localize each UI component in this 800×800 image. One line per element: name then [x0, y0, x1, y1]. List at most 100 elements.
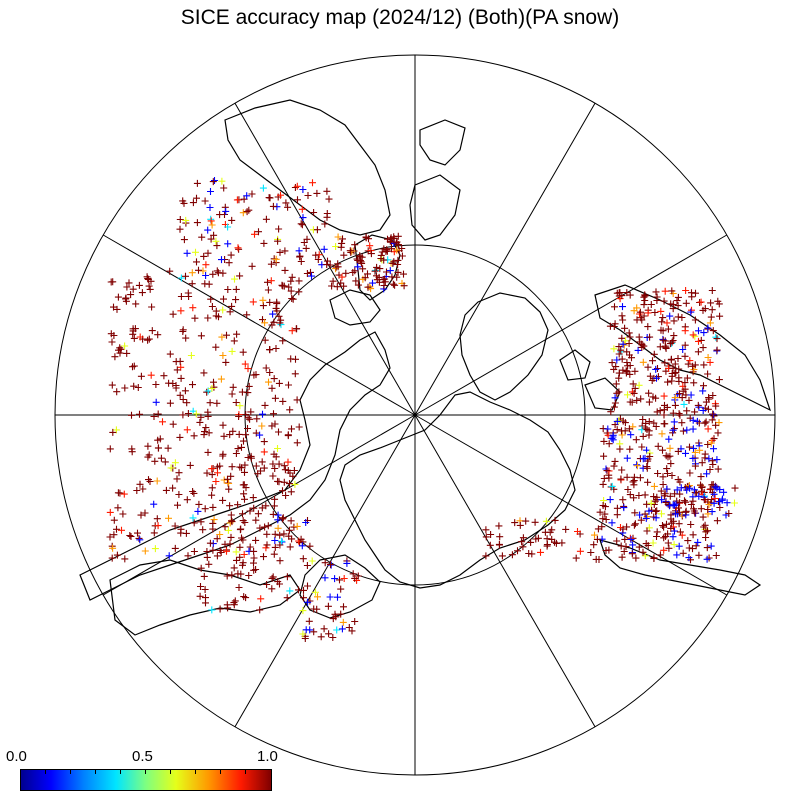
accuracy-point-marker [572, 554, 580, 562]
accuracy-point-marker [232, 285, 240, 293]
accuracy-point-marker [176, 433, 184, 441]
accuracy-point-marker [703, 555, 711, 563]
accuracy-point-marker [274, 237, 282, 245]
accuracy-point-marker [695, 551, 703, 559]
accuracy-point-marker [261, 336, 269, 344]
accuracy-point-marker [712, 421, 720, 429]
accuracy-point-marker [130, 334, 138, 342]
accuracy-point-marker [270, 502, 278, 510]
accuracy-point-marker [665, 544, 673, 552]
accuracy-point-marker [182, 334, 190, 342]
accuracy-point-marker [183, 426, 191, 434]
accuracy-point-marker [197, 583, 204, 590]
accuracy-point-marker [192, 410, 200, 418]
accuracy-point-marker [110, 516, 118, 524]
accuracy-point-marker [710, 490, 718, 498]
accuracy-point-marker [625, 425, 633, 433]
accuracy-point-marker [201, 586, 209, 593]
accuracy-point-marker [645, 389, 653, 397]
accuracy-point-marker [681, 379, 689, 387]
accuracy-point-marker [268, 422, 276, 430]
accuracy-point-marker [113, 551, 121, 559]
accuracy-point-marker [188, 269, 196, 277]
accuracy-point-marker [213, 552, 221, 560]
accuracy-point-marker [334, 260, 342, 268]
accuracy-point-marker [236, 543, 244, 551]
accuracy-point-marker [286, 406, 294, 414]
accuracy-point-marker [690, 379, 698, 387]
accuracy-point-marker [197, 518, 205, 526]
accuracy-point-marker [664, 325, 672, 333]
accuracy-point-marker [151, 545, 159, 553]
accuracy-point-marker [664, 530, 672, 538]
accuracy-point-marker [373, 263, 381, 271]
accuracy-point-marker [165, 552, 173, 560]
accuracy-point-marker [650, 501, 658, 508]
accuracy-point-marker [660, 411, 668, 419]
accuracy-point-marker [261, 319, 269, 327]
meridian-line [102, 414, 416, 596]
accuracy-point-marker [136, 333, 144, 341]
accuracy-point-marker [634, 346, 642, 354]
accuracy-point-marker [155, 444, 162, 452]
accuracy-point-marker [279, 337, 287, 345]
accuracy-point-marker [106, 445, 114, 453]
accuracy-point-marker [224, 240, 232, 248]
accuracy-point-marker [699, 407, 707, 414]
accuracy-point-marker [373, 272, 380, 280]
accuracy-point-marker [199, 526, 207, 534]
accuracy-point-marker [112, 426, 120, 434]
accuracy-point-marker [620, 504, 628, 512]
accuracy-point-marker [209, 270, 217, 278]
accuracy-point-marker [123, 349, 131, 357]
accuracy-point-marker [676, 478, 684, 486]
accuracy-point-marker [317, 633, 325, 641]
accuracy-point-marker [619, 417, 627, 425]
accuracy-point-marker [275, 460, 283, 468]
accuracy-point-marker [205, 560, 213, 568]
accuracy-point-marker [269, 460, 277, 468]
accuracy-point-marker [302, 519, 310, 526]
accuracy-point-marker [681, 385, 689, 393]
accuracy-point-marker [242, 431, 250, 439]
accuracy-point-marker [260, 553, 267, 561]
accuracy-point-marker [177, 374, 185, 382]
accuracy-point-marker [274, 511, 282, 519]
accuracy-point-marker [122, 294, 130, 302]
accuracy-point-marker [691, 316, 699, 324]
accuracy-point-marker [618, 466, 626, 474]
accuracy-point-marker [246, 415, 254, 423]
accuracy-point-marker [664, 453, 672, 461]
accuracy-point-marker [731, 499, 738, 507]
accuracy-point-marker [252, 516, 260, 524]
accuracy-point-marker [669, 426, 677, 434]
meridian-line [414, 414, 728, 596]
accuracy-point-marker [286, 543, 294, 551]
accuracy-point-marker [714, 465, 722, 473]
accuracy-point-marker [264, 522, 272, 530]
accuracy-point-marker [260, 438, 268, 446]
accuracy-point-marker [364, 270, 371, 278]
accuracy-point-marker [699, 344, 707, 352]
meridian-line [414, 102, 596, 416]
accuracy-point-marker [656, 407, 664, 415]
accuracy-point-marker [217, 549, 225, 556]
accuracy-point-marker [202, 272, 210, 279]
accuracy-point-marker [236, 526, 244, 534]
accuracy-point-marker [628, 550, 636, 558]
accuracy-point-marker [208, 303, 216, 310]
accuracy-point-marker [630, 494, 638, 502]
accuracy-point-marker [206, 539, 214, 547]
accuracy-point-marker [626, 370, 634, 378]
accuracy-point-marker [200, 431, 208, 439]
accuracy-point-marker [266, 369, 274, 376]
accuracy-point-marker [321, 559, 329, 567]
accuracy-point-marker [633, 462, 641, 470]
accuracy-point-marker [713, 346, 721, 354]
accuracy-point-marker [653, 374, 660, 382]
accuracy-point-marker [203, 548, 211, 555]
accuracy-point-marker [383, 246, 391, 254]
accuracy-point-marker [282, 199, 290, 207]
accuracy-point-marker [394, 268, 402, 276]
accuracy-point-marker [248, 262, 256, 270]
